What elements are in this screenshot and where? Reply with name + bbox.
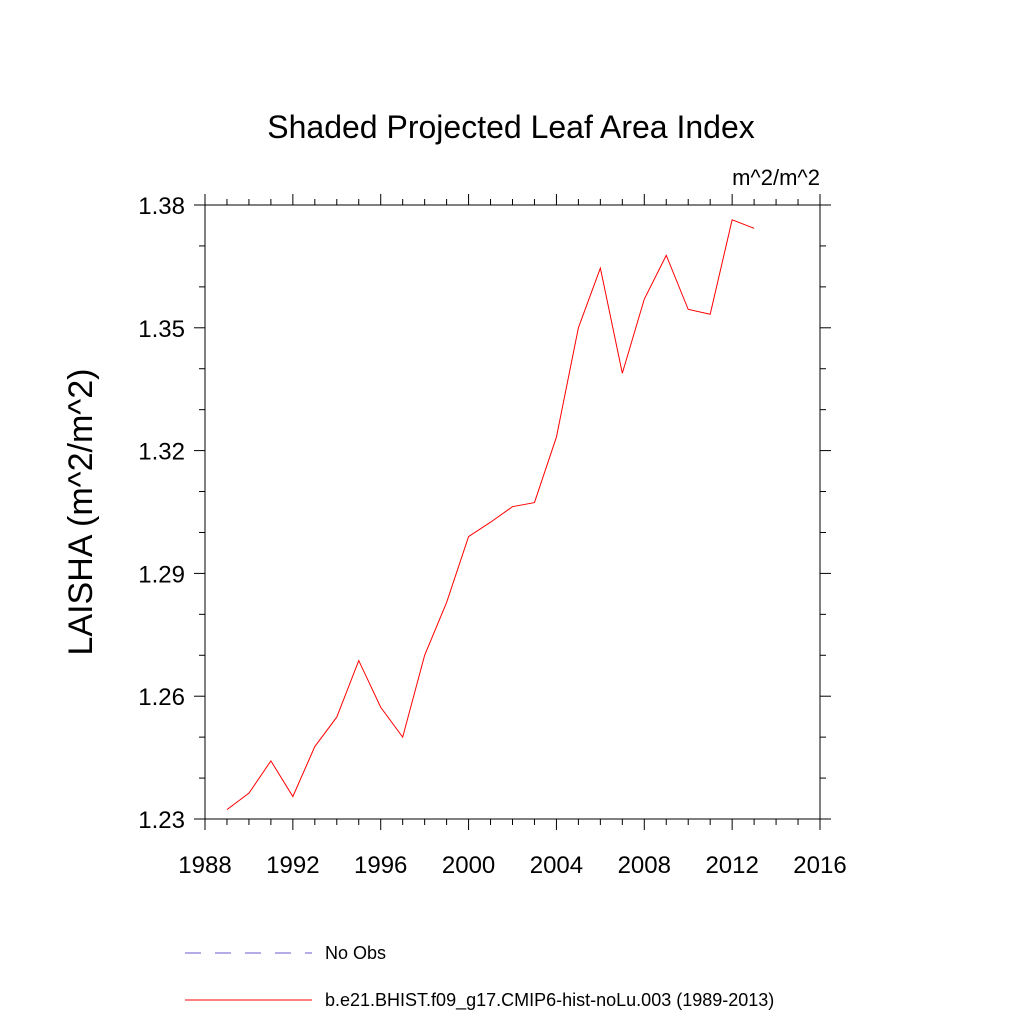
y-tick-label: 1.38 bbox=[138, 193, 185, 220]
plot-area bbox=[226, 219, 755, 810]
y-tick-label: 1.35 bbox=[138, 316, 185, 343]
y-tick-label: 1.26 bbox=[138, 684, 185, 711]
x-tick-label: 2000 bbox=[442, 852, 495, 879]
x-tick-label: 2016 bbox=[793, 852, 846, 879]
chart-title: Shaded Projected Leaf Area Index bbox=[267, 109, 754, 145]
y-tick-label: 1.23 bbox=[138, 807, 185, 834]
plot-frame bbox=[204, 204, 821, 820]
x-tick-label: 1988 bbox=[178, 852, 231, 879]
x-tick-label: 2004 bbox=[530, 852, 583, 879]
axes: 1988 1992 1996 2000 2004 2008 2012 2016 1.23 1.26… bbox=[138, 193, 846, 879]
x-tick-label: 1996 bbox=[354, 852, 407, 879]
units-label: m^2/m^2 bbox=[732, 165, 820, 190]
x-tick-label: 1992 bbox=[266, 852, 319, 879]
y-axis-label: LAISHA (m^2/m^2) bbox=[62, 369, 100, 656]
y-tick-label: 1.32 bbox=[138, 439, 185, 466]
x-tick-label: 2008 bbox=[618, 852, 671, 879]
y-tick-label: 1.29 bbox=[138, 561, 185, 588]
legend-label: b.e21.BHIST.f09_g17.CMIP6-hist-noLu.003 … bbox=[325, 990, 774, 1011]
x-tick-label: 2012 bbox=[705, 852, 758, 879]
legend-label: No Obs bbox=[325, 943, 386, 963]
series-line-0 bbox=[226, 219, 755, 810]
legend: No Obs b.e21.BHIST.f09_g17.CMIP6-hist-noL… bbox=[185, 943, 774, 1011]
